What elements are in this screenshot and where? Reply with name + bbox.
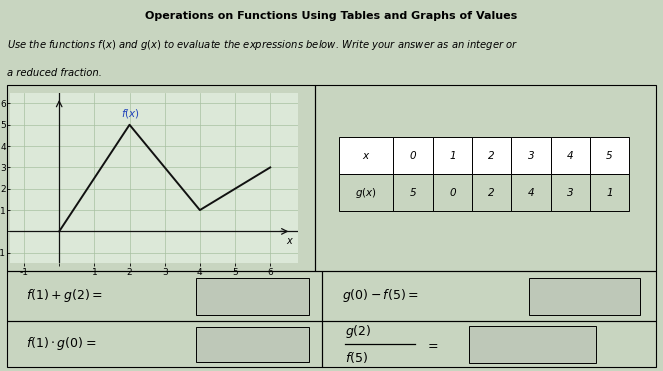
Text: 5: 5 xyxy=(410,188,416,198)
Text: $=$: $=$ xyxy=(426,338,439,351)
Text: 5: 5 xyxy=(606,151,613,161)
Text: $f(5)$: $f(5)$ xyxy=(345,349,368,365)
Text: 4: 4 xyxy=(528,188,534,198)
Bar xyxy=(196,278,309,315)
Bar xyxy=(339,137,393,174)
Bar xyxy=(393,174,433,211)
Bar xyxy=(550,137,590,174)
Bar xyxy=(472,137,511,174)
Text: a reduced fraction.: a reduced fraction. xyxy=(7,69,101,79)
Text: 2: 2 xyxy=(489,188,495,198)
Text: $f(1) \cdot g(0) = $: $f(1) \cdot g(0) = $ xyxy=(25,335,95,352)
Bar xyxy=(196,327,309,362)
Text: 3: 3 xyxy=(567,188,573,198)
Text: 1: 1 xyxy=(606,188,613,198)
Bar xyxy=(511,137,550,174)
Text: 3: 3 xyxy=(528,151,534,161)
Text: 2: 2 xyxy=(489,151,495,161)
Text: 0: 0 xyxy=(410,151,416,161)
Text: $g(x)$: $g(x)$ xyxy=(355,186,377,200)
Bar xyxy=(393,137,433,174)
Bar xyxy=(590,137,629,174)
Text: $x$: $x$ xyxy=(286,236,294,246)
Bar xyxy=(433,174,472,211)
Text: $g(0) - f(5) = $: $g(0) - f(5) = $ xyxy=(341,288,418,304)
Bar xyxy=(550,174,590,211)
Bar xyxy=(529,278,640,315)
Text: 4: 4 xyxy=(567,151,573,161)
Bar xyxy=(339,174,393,211)
Bar xyxy=(511,174,550,211)
Bar xyxy=(469,326,596,363)
Text: $f(1) + g(2) = $: $f(1) + g(2) = $ xyxy=(25,288,102,304)
Text: $f(x)$: $f(x)$ xyxy=(121,107,140,120)
Bar xyxy=(433,137,472,174)
Text: $x$: $x$ xyxy=(362,151,371,161)
Bar xyxy=(472,174,511,211)
Text: 1: 1 xyxy=(449,151,455,161)
Bar xyxy=(590,174,629,211)
Text: $g(2)$: $g(2)$ xyxy=(345,323,371,339)
Text: 0: 0 xyxy=(449,188,455,198)
Text: Operations on Functions Using Tables and Graphs of Values: Operations on Functions Using Tables and… xyxy=(145,11,518,21)
Text: Use the functions $f(x)$ and $g(x)$ to evaluate the expressions below. Write you: Use the functions $f(x)$ and $g(x)$ to e… xyxy=(7,38,518,52)
